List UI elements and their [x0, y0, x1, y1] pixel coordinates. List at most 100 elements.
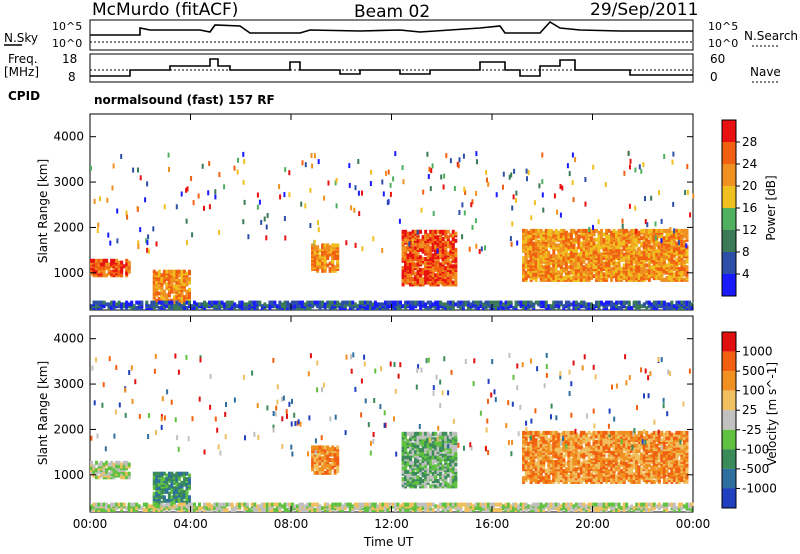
power-data-cell [268, 300, 272, 305]
velocity-data-cell [554, 463, 558, 468]
power-data-cell [376, 302, 380, 307]
power-data-cell [336, 259, 340, 264]
power-data-cell [670, 256, 674, 261]
power-data-cell [544, 300, 548, 305]
power-data-cell [207, 190, 210, 196]
power-data-cell [280, 302, 284, 307]
power-data-cell [637, 272, 641, 277]
velocity-data-cell [170, 488, 174, 492]
velocity-data-cell [587, 463, 591, 468]
power-data-cell [677, 300, 681, 305]
power-data-cell [629, 164, 631, 170]
velocity-data-cell [414, 449, 418, 454]
power-data-cell [102, 300, 106, 305]
power-data-cell [539, 254, 543, 259]
power-data-cell [625, 232, 629, 237]
power-data-cell [582, 247, 586, 251]
power-data-cell [597, 300, 601, 305]
power-data-cell [489, 304, 493, 309]
power-data-cell [416, 242, 420, 247]
velocity-data-cell [436, 479, 440, 483]
velocity-data-cell [615, 478, 619, 483]
power-data-cell [655, 304, 659, 309]
power-data-cell [522, 228, 526, 233]
velocity-data-cell [429, 484, 433, 489]
power-data-cell [411, 253, 415, 258]
velocity-data-cell [122, 460, 126, 465]
velocity-data-cell [404, 460, 408, 465]
power-data-cell [120, 154, 123, 159]
power-data-cell [527, 241, 531, 246]
velocity-data-cell [569, 447, 573, 452]
power-data-cell [323, 302, 327, 307]
power-data-cell [459, 300, 463, 305]
power-data-cell [100, 262, 103, 267]
velocity-data-cell [172, 486, 176, 491]
velocity-data-cell [115, 460, 119, 465]
power-data-cell [605, 261, 609, 266]
power-data-cell [157, 306, 161, 310]
power-data-cell [665, 228, 669, 233]
power-data-cell [677, 228, 681, 233]
power-data-cell [409, 267, 413, 272]
power-data-cell [527, 234, 531, 239]
power-data-cell [549, 241, 553, 246]
power-data-cell [283, 216, 286, 221]
power-data-cell [607, 300, 611, 305]
power-data-cell [268, 304, 272, 309]
power-data-cell [446, 244, 450, 249]
velocity-data-cell [110, 460, 114, 465]
velocity-data-cell [605, 430, 609, 435]
velocity-data-cell [592, 430, 596, 435]
power-data-cell [451, 280, 455, 285]
power-data-cell [429, 246, 433, 251]
velocity-data-cell [95, 471, 98, 476]
velocity-data-cell [610, 467, 614, 472]
power-data-cell [436, 235, 440, 240]
velocity-data-cell [120, 475, 124, 480]
power-data-cell [517, 300, 521, 305]
power-data-cell [311, 300, 315, 305]
power-data-cell [308, 300, 312, 305]
power-data-cell [577, 245, 581, 250]
velocity-data-cell [577, 459, 581, 464]
velocity-data-cell [112, 462, 116, 467]
velocity-data-cell [434, 437, 438, 442]
power-data-cell [600, 252, 603, 257]
power-data-cell [338, 302, 342, 307]
velocity-data-cell [426, 475, 430, 480]
power-data-cell [630, 228, 634, 233]
velocity-data-cell [600, 472, 603, 477]
velocity-data-cell [122, 475, 126, 480]
power-data-cell [152, 300, 156, 305]
velocity-data-cell [587, 452, 591, 457]
velocity-data-cell [107, 462, 111, 467]
power-data-cell [177, 273, 181, 278]
power-data-cell [464, 190, 467, 195]
velocity-data-cell [424, 431, 428, 436]
velocity-data-cell [436, 462, 440, 467]
power-data-cell [336, 243, 340, 248]
velocity-data-cell [549, 447, 553, 452]
power-data-cell [449, 158, 452, 164]
power-data-cell [301, 160, 304, 166]
power-data-cell [318, 248, 322, 253]
power-data-cell [140, 300, 144, 305]
power-data-cell [172, 295, 176, 300]
velocity-data-cell [602, 438, 606, 443]
velocity-data-cell [333, 452, 337, 457]
velocity-data-cell [579, 439, 583, 444]
power-data-cell [389, 300, 392, 305]
power-data-cell [547, 254, 551, 259]
power-data-cell [527, 300, 531, 305]
power-data-cell [629, 158, 632, 164]
power-data-cell [645, 237, 649, 242]
power-data-cell [102, 266, 106, 271]
velocity-data-cell [446, 455, 450, 460]
power-data-cell [426, 271, 430, 276]
power-data-cell [240, 300, 244, 305]
power-data-cell [532, 252, 536, 257]
velocity-data-cell [414, 480, 418, 485]
velocity-data-cell [562, 430, 566, 435]
velocity-data-cell [542, 458, 546, 463]
